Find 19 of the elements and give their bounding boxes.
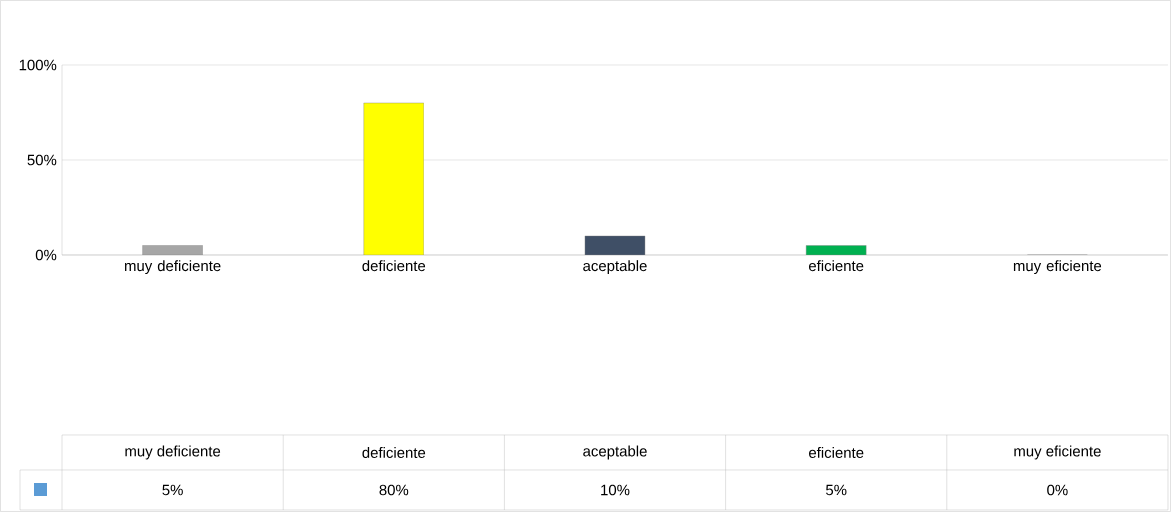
data-label: 5%: [162, 484, 183, 496]
x-tick-label: muy eficiente: [1013, 260, 1102, 275]
bar: [363, 102, 424, 255]
category-label: deficiente: [362, 447, 426, 458]
category-label: muy eficiente: [1014, 445, 1101, 460]
y-tick-label: 100%: [19, 59, 57, 71]
data-label: 10%: [601, 484, 630, 496]
category-label: muy deficiente: [125, 445, 221, 460]
x-tick-label: muy deficiente: [125, 260, 221, 275]
category-label: eficiente: [809, 447, 864, 458]
data-label: 80%: [379, 484, 409, 496]
y-tick-label: 0%: [35, 249, 57, 261]
x-tick-label: aceptable: [583, 260, 647, 275]
data-label: 5%: [826, 484, 847, 496]
y-tick-label: 50%: [27, 154, 57, 166]
data-label: 0%: [1047, 484, 1068, 496]
category-label: aceptable: [583, 445, 647, 460]
x-tick-label: eficiente: [808, 260, 864, 272]
x-tick-label: deficiente: [362, 260, 426, 272]
